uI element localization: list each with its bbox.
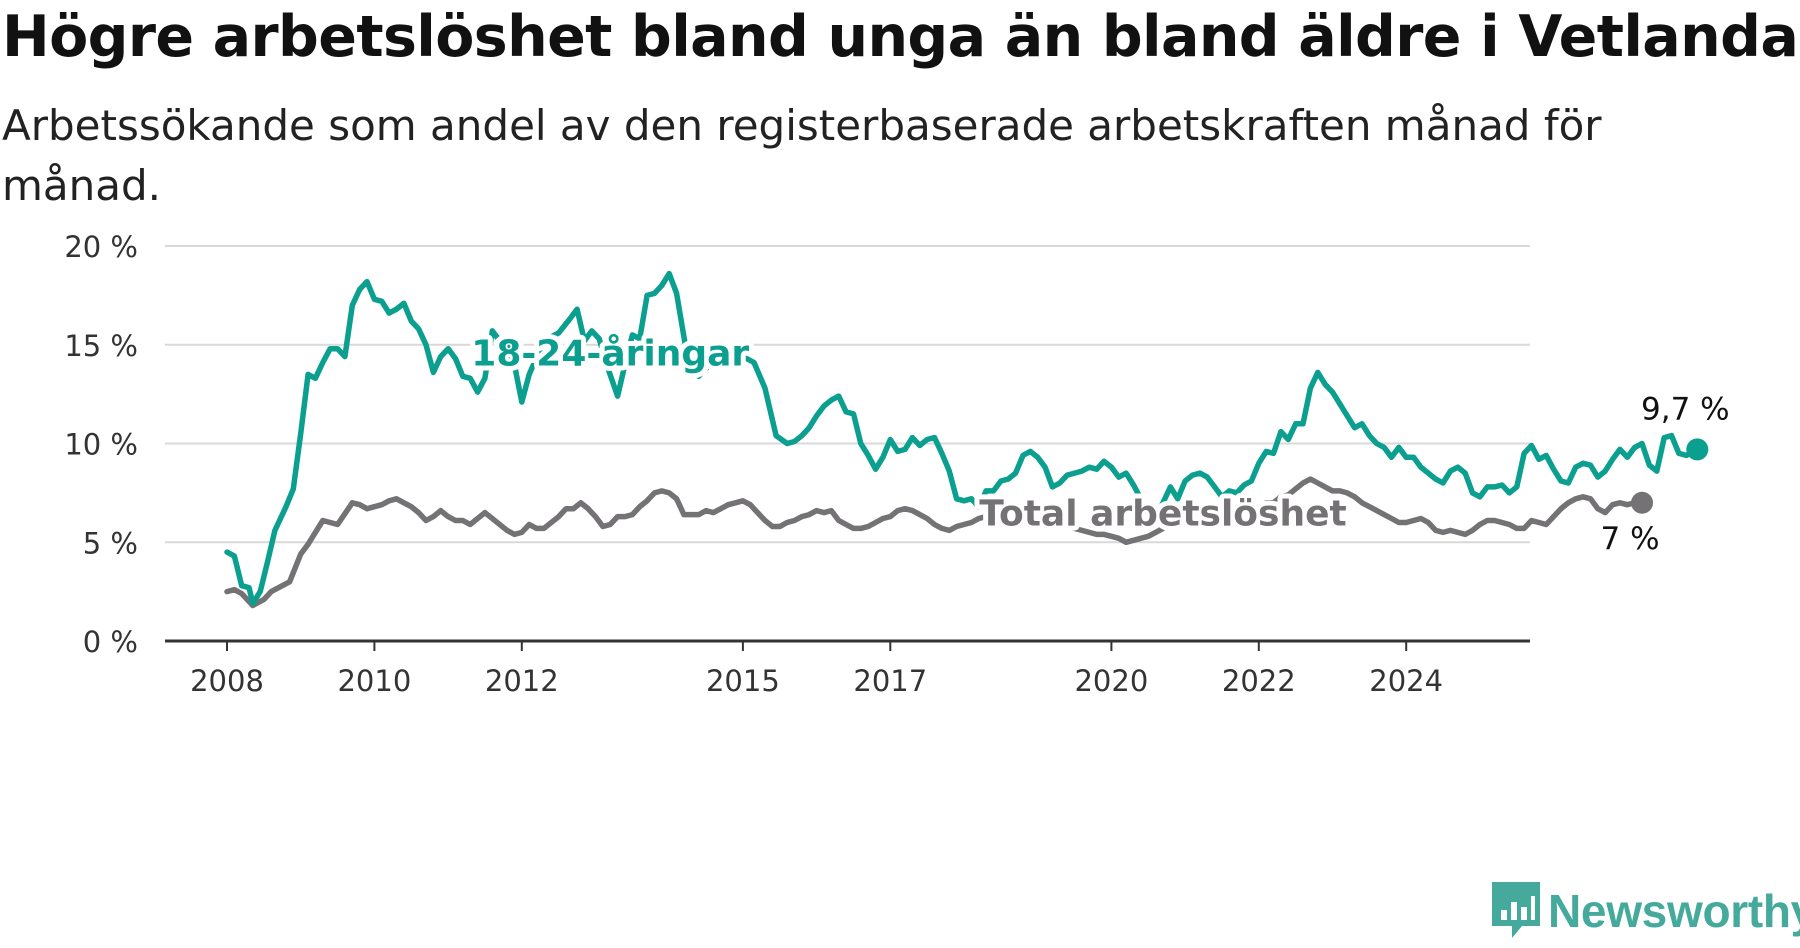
- x-tick-label: 2017: [853, 664, 927, 698]
- end-point-marker: [1631, 491, 1654, 514]
- y-tick-label: 0 %: [83, 625, 138, 659]
- x-axis: 2008 2010 2012 2015 2017 2020 2022 2024: [165, 639, 1530, 698]
- y-tick-label: 10 %: [64, 428, 138, 462]
- y-axis-ticks: 0 % 5 % 10 % 15 % 20 %: [64, 230, 138, 659]
- newsworthy-logo: Newsworthy: [1490, 880, 1800, 942]
- end-point-marker: [1686, 438, 1709, 461]
- gridlines: [165, 245, 1530, 544]
- chart-subtitle: Arbetssökande som andel av den registerb…: [2, 101, 1602, 210]
- x-tick-label: 2010: [337, 664, 411, 698]
- x-tick-label: 2020: [1074, 664, 1148, 698]
- brand-name: Newsworthy: [1548, 885, 1800, 937]
- x-tick-label: 2008: [190, 664, 264, 698]
- series-line-youth: [224, 270, 1701, 607]
- end-value-label: 9,7 %: [1641, 391, 1730, 427]
- y-tick-label: 15 %: [64, 329, 138, 363]
- y-tick-label: 20 %: [64, 230, 138, 264]
- x-tick-label: 2012: [485, 664, 559, 698]
- series-lines: [224, 270, 1701, 609]
- series-label: Total arbetslöshet: [979, 494, 1347, 535]
- end-value-label: 7 %: [1601, 521, 1660, 557]
- series-labels: 18-24-åringar Total arbetslöshet 9,7 % 7 %: [466, 329, 1733, 561]
- chart-title: Högre arbetslöshet bland unga än bland ä…: [2, 4, 1799, 70]
- x-tick-label: 2024: [1369, 664, 1443, 698]
- series-label: 18-24-åringar: [471, 334, 749, 375]
- chart-bubble-icon: [1492, 882, 1540, 938]
- x-tick-label: 2015: [706, 664, 780, 698]
- y-tick-label: 5 %: [83, 526, 138, 560]
- x-tick-label: 2022: [1222, 664, 1296, 698]
- series-line-total: [224, 476, 1645, 609]
